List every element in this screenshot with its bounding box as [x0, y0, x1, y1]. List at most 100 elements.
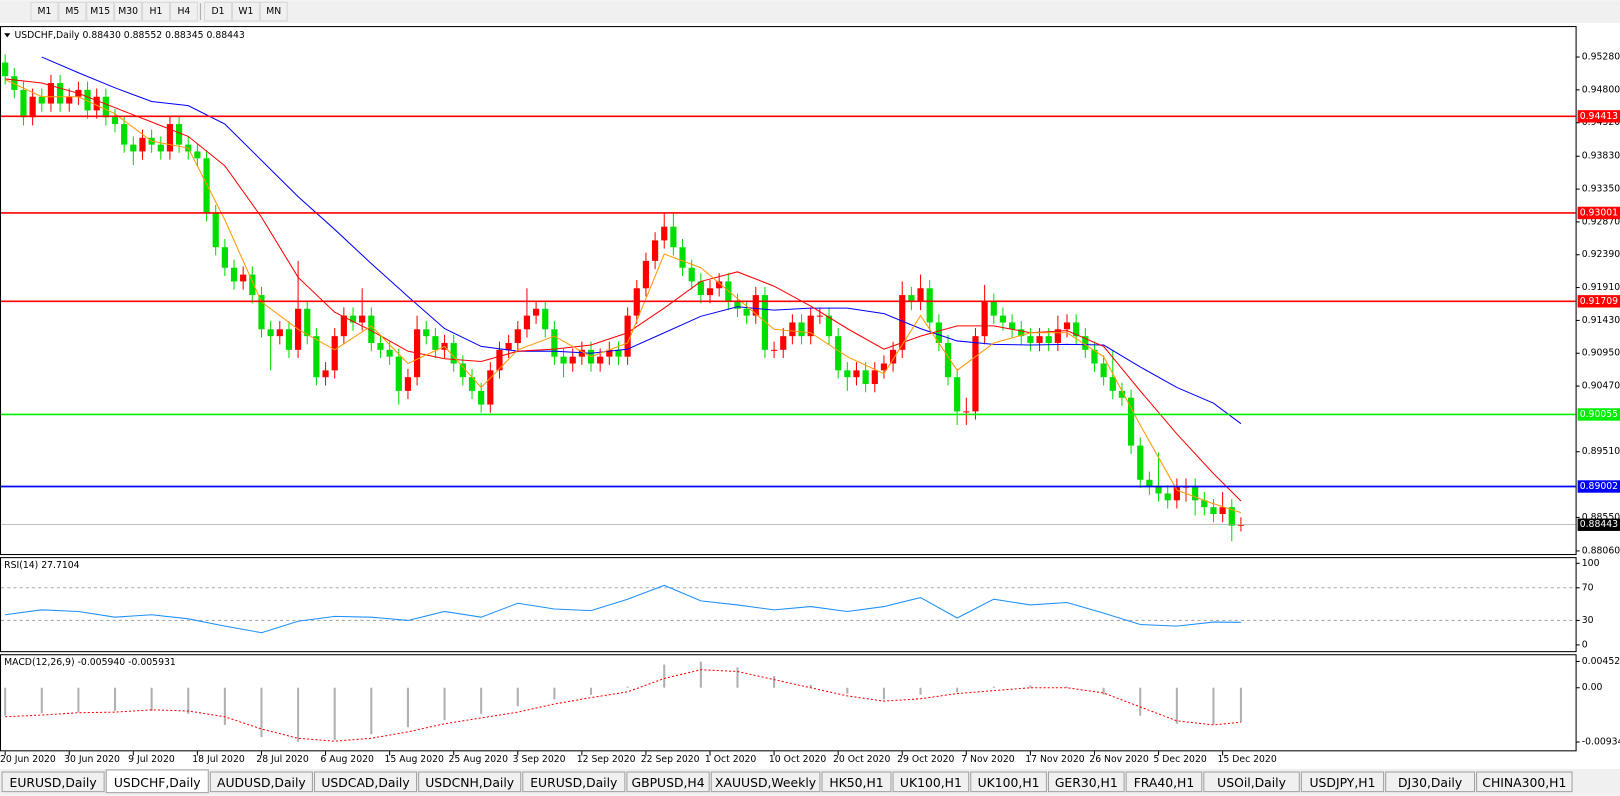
candle-body — [496, 349, 503, 371]
candle-body — [121, 124, 128, 145]
timeframe-button[interactable] — [142, 1, 170, 22]
candle-body — [166, 124, 174, 152]
tab[interactable] — [1125, 771, 1203, 793]
tab-label[interactable]: DJ30,Daily — [1398, 775, 1462, 790]
tab[interactable] — [821, 771, 892, 793]
candle-body — [432, 336, 439, 350]
candle-body — [688, 267, 695, 282]
candle-body — [944, 342, 952, 378]
candle-body — [523, 315, 531, 330]
tab-label[interactable]: GBPUSD,H4 — [631, 775, 704, 790]
timeframe-label[interactable]: M15 — [90, 6, 110, 17]
candle-body — [954, 377, 961, 412]
candle-body — [111, 117, 119, 125]
tab[interactable] — [1203, 771, 1300, 793]
timeframe-button[interactable] — [86, 1, 115, 22]
timeframe-button[interactable] — [259, 1, 288, 22]
tab[interactable] — [1, 771, 105, 793]
timeframe-label[interactable]: M1 — [37, 6, 51, 17]
tab-label[interactable]: UK100,H1 — [900, 775, 962, 790]
timeframe-label[interactable]: H4 — [177, 6, 190, 17]
tab-label[interactable]: FRA40,H1 — [1134, 775, 1195, 790]
tab[interactable] — [522, 771, 626, 793]
y-tick-label: 0.91910 — [1582, 282, 1620, 293]
candle-body — [624, 315, 631, 357]
candle-body — [844, 370, 851, 378]
candle-body — [29, 96, 36, 118]
y-tick-label: 0.89510 — [1582, 446, 1620, 457]
timeframe-label[interactable]: H1 — [150, 6, 163, 17]
timeframe-button[interactable] — [231, 1, 260, 22]
candle-body — [899, 295, 906, 350]
timeframe-label[interactable]: W1 — [238, 6, 253, 17]
tab-label[interactable]: USDCNH,Daily — [425, 775, 514, 790]
tab-label[interactable]: USDCAD,Daily — [321, 775, 409, 790]
timeframe-label[interactable]: D1 — [211, 6, 224, 17]
tab[interactable] — [1385, 771, 1476, 793]
timeframe-label[interactable]: M5 — [65, 6, 79, 17]
tab-label[interactable]: XAUUSD,Weekly — [715, 775, 816, 790]
candle-body — [679, 247, 686, 268]
candle-body — [175, 124, 183, 145]
y-tick-label: 0.88060 — [1582, 545, 1620, 556]
candle-body — [468, 377, 476, 391]
main-title: USDCHF,Daily 0.88430 0.88552 0.88345 0.8… — [14, 30, 244, 41]
timeframe-button[interactable] — [30, 1, 59, 22]
tab-label[interactable]: CHINA300,H1 — [1482, 775, 1566, 790]
level-line-label: 0.90055 — [1580, 409, 1618, 420]
candle-body — [340, 315, 347, 337]
candle-body — [734, 301, 741, 309]
macd-panel — [0, 654, 1577, 752]
y-tick-label: 0.004527 — [1582, 656, 1620, 667]
candle-body — [514, 329, 521, 343]
tab[interactable] — [209, 771, 313, 793]
tab[interactable] — [1047, 771, 1125, 793]
tab-label[interactable]: USDJPY,H1 — [1310, 775, 1376, 790]
tab-label[interactable]: AUDUSD,Daily — [217, 775, 306, 790]
tab[interactable] — [892, 771, 970, 793]
candle-body — [285, 329, 293, 350]
candle-body — [889, 349, 897, 364]
tab[interactable] — [313, 771, 418, 793]
tab-label[interactable]: HK50,H1 — [829, 775, 883, 790]
level-line-label: 0.89002 — [1580, 481, 1618, 492]
tab[interactable] — [1300, 771, 1385, 793]
candle-body — [816, 315, 823, 317]
timeframe-button[interactable] — [204, 1, 232, 22]
timeframe-button[interactable] — [169, 1, 198, 22]
y-tick-label: 0.90470 — [1582, 381, 1620, 392]
candle-body — [835, 336, 842, 371]
tab-label[interactable]: EURUSD,Daily — [530, 775, 617, 790]
candle-body — [780, 336, 787, 350]
timeframe-label[interactable]: M30 — [118, 6, 138, 17]
tab[interactable] — [418, 771, 522, 793]
tab[interactable] — [105, 769, 209, 794]
rsi-title: RSI(14) 27.7104 — [4, 560, 80, 571]
timeframe-button[interactable] — [114, 1, 143, 22]
tab[interactable] — [970, 771, 1047, 793]
candle-body — [789, 322, 796, 337]
tab-label[interactable]: EURUSD,Daily — [10, 775, 97, 790]
candle-body — [349, 315, 357, 323]
tab-label[interactable]: GER30,H1 — [1055, 775, 1118, 790]
candle-body — [212, 213, 219, 248]
indicator-line — [41, 56, 1242, 425]
x-tick-label: 17 Nov 2020 — [1025, 754, 1085, 765]
timeframe-label[interactable]: MN — [266, 6, 281, 17]
tab[interactable] — [626, 771, 710, 793]
candle-body — [1091, 349, 1098, 364]
tab[interactable] — [1476, 771, 1573, 793]
tab[interactable] — [710, 771, 821, 793]
candle-body — [651, 240, 659, 261]
tab-label[interactable]: USOil,Daily — [1217, 775, 1286, 790]
candle-body — [20, 89, 27, 118]
tab-label[interactable]: USDCHF,Daily — [114, 775, 201, 790]
y-tick-label: 100 — [1582, 558, 1600, 569]
candle-body — [47, 83, 55, 104]
candle-body — [2, 62, 9, 77]
candle-body — [615, 349, 622, 357]
candle-body — [267, 329, 274, 337]
candle-body — [313, 336, 320, 378]
tab-label[interactable]: UK100,H1 — [978, 775, 1040, 790]
timeframe-button[interactable] — [58, 1, 87, 22]
